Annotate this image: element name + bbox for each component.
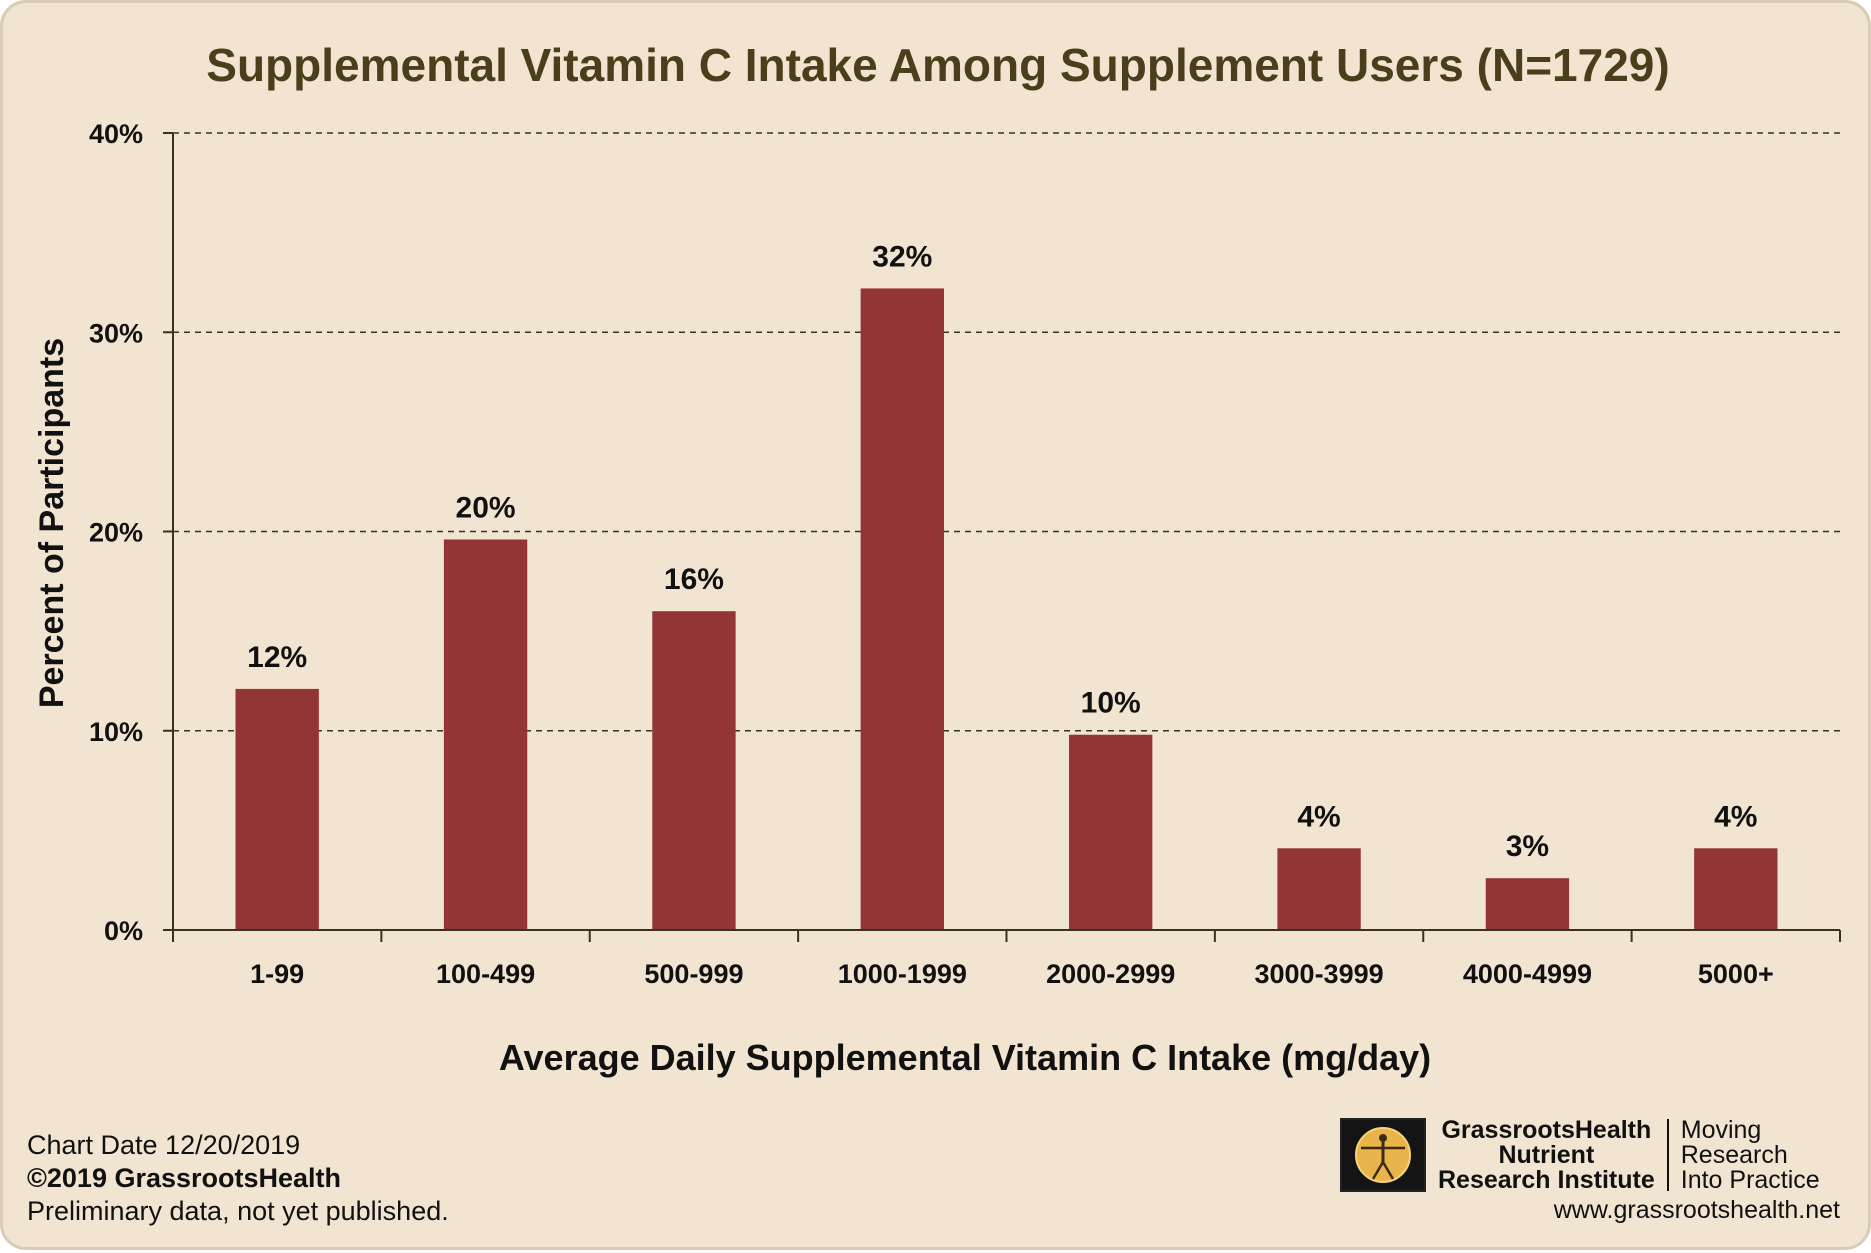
brand-name-line: Nutrient xyxy=(1498,1140,1595,1169)
brand-tagline: Moving Research Into Practice xyxy=(1680,1115,1820,1194)
data-labels: 12% 20% 16% 32% 10% 4% 3% 4% xyxy=(247,240,1757,863)
bar-series xyxy=(235,288,1778,930)
data-label: 12% xyxy=(247,641,307,674)
y-tick-label: 40% xyxy=(89,119,143,149)
y-tick-label: 10% xyxy=(89,717,143,747)
bar xyxy=(1277,848,1361,930)
data-label: 32% xyxy=(872,240,932,273)
chart-title: Supplemental Vitamin C Intake Among Supp… xyxy=(206,39,1669,91)
brand-block: GrassrootsHealth Nutrient Research Insti… xyxy=(1340,1117,1820,1193)
data-label: 3% xyxy=(1506,830,1549,863)
x-tick-label: 500-999 xyxy=(644,959,743,989)
chart-date: Chart Date 12/20/2019 xyxy=(27,1130,301,1160)
brand-name-line: GrassrootsHealth xyxy=(1441,1115,1652,1144)
bar xyxy=(652,611,736,930)
y-tick-label: 0% xyxy=(104,916,143,946)
x-tick-label: 5000+ xyxy=(1698,959,1774,989)
x-tick-label: 1-99 xyxy=(250,959,304,989)
copyright: ©2019 GrassrootsHealth xyxy=(27,1163,342,1193)
chart-footer: Chart Date 12/20/2019 ©2019 GrassrootsHe… xyxy=(27,1129,449,1228)
bar xyxy=(235,688,319,930)
data-label: 4% xyxy=(1297,800,1340,833)
brand-divider xyxy=(1666,1119,1669,1191)
y-tick-label: 30% xyxy=(89,318,143,348)
brand-tag-line: Moving xyxy=(1680,1115,1762,1144)
data-label: 4% xyxy=(1714,800,1757,833)
data-label: 16% xyxy=(664,563,724,596)
bar xyxy=(860,288,944,930)
x-axis-label: Average Daily Supplemental Vitamin C Int… xyxy=(499,1037,1431,1078)
bar xyxy=(1069,734,1153,930)
preliminary-note: Preliminary data, not yet published. xyxy=(27,1196,449,1226)
brand-tag-line: Research xyxy=(1680,1140,1788,1169)
data-label: 20% xyxy=(456,491,516,524)
x-axis: 1-99 100-499 500-999 1000-1999 2000-2999 3000… xyxy=(172,133,1841,989)
x-tick-label: 2000-2999 xyxy=(1046,959,1175,989)
x-tick-label: 4000-4999 xyxy=(1463,959,1592,989)
x-tick-label: 100-499 xyxy=(436,959,535,989)
y-axis-ticks: 0% 10% 20% 30% 40% xyxy=(89,119,173,946)
brand-tag-line: Into Practice xyxy=(1680,1165,1820,1194)
y-tick-label: 20% xyxy=(89,518,143,548)
bar xyxy=(1485,878,1570,930)
data-label: 10% xyxy=(1081,687,1141,720)
x-tick-label: 3000-3999 xyxy=(1255,959,1384,989)
brand-name-line: Research Institute xyxy=(1438,1165,1655,1194)
brand-name: GrassrootsHealth Nutrient Research Insti… xyxy=(1438,1115,1655,1194)
website-link[interactable]: www.grassrootshealth.net xyxy=(1553,1196,1840,1224)
y-axis-label: Percent of Participants xyxy=(33,338,71,708)
bar xyxy=(443,539,528,930)
bar xyxy=(1694,848,1778,930)
chart-canvas: Supplemental Vitamin C Intake Among Supp… xyxy=(33,39,1841,1078)
grid-lines xyxy=(173,132,1840,732)
vitruvian-logo-icon xyxy=(1340,1118,1426,1192)
x-tick-label: 1000-1999 xyxy=(838,959,967,989)
